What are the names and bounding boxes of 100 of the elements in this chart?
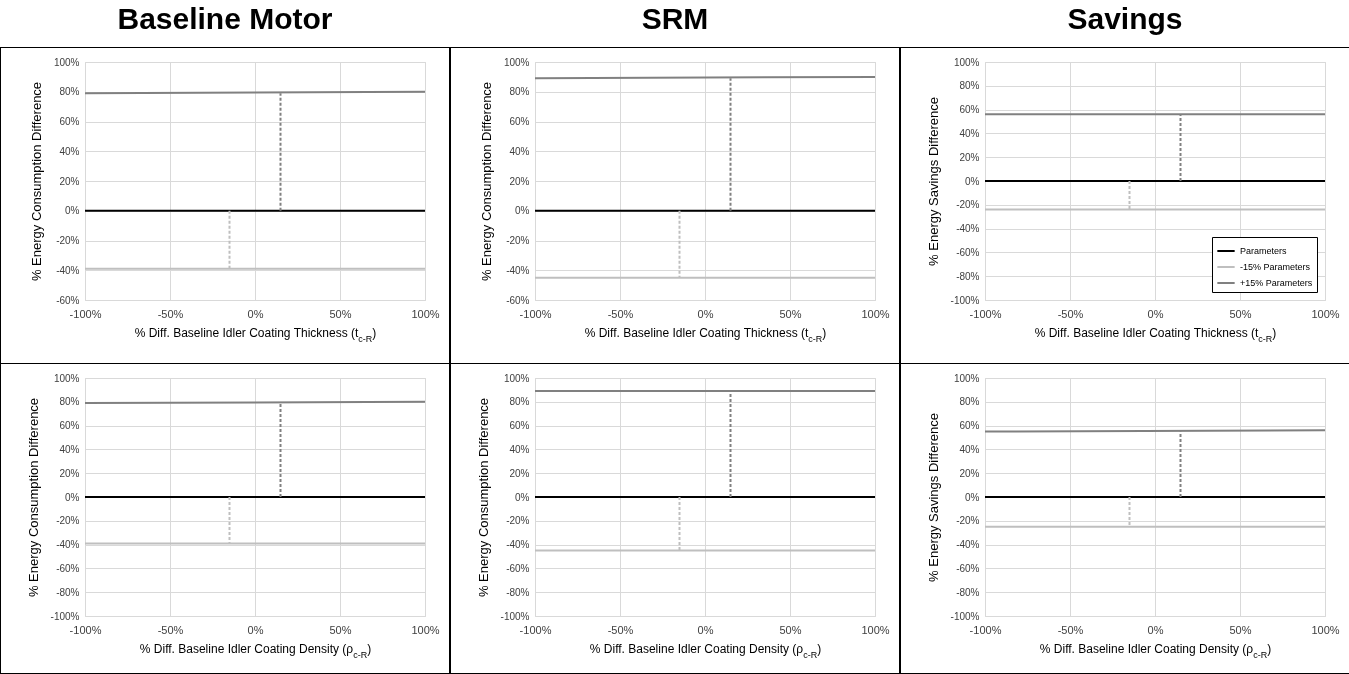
y-tick-label: -20% xyxy=(956,515,980,527)
y-axis-title: % Energy Savings Difference xyxy=(925,97,941,266)
x-tick-label: 100% xyxy=(861,307,890,320)
y-tick-label: 80% xyxy=(59,396,80,408)
y-tick-label: 80% xyxy=(509,86,530,98)
y-tick-label: -40% xyxy=(56,539,80,551)
y-tick-label: -60% xyxy=(956,562,980,574)
y-tick-label: -80% xyxy=(56,586,80,598)
x-tick-label: 100% xyxy=(1311,307,1340,320)
x-tick-label: -50% xyxy=(607,623,634,636)
x-tick-label: 50% xyxy=(1229,623,1252,636)
x-tick-label: 0% xyxy=(1147,623,1164,636)
y-tick-label: -100% xyxy=(950,294,980,306)
y-tick-label: 0% xyxy=(65,491,80,503)
y-tick-label: 100% xyxy=(503,56,530,68)
y-tick-label: -40% xyxy=(56,264,80,276)
x-tick-label: 50% xyxy=(779,307,802,320)
x-tick-label: 100% xyxy=(1311,623,1340,636)
y-tick-label: 100% xyxy=(53,56,80,68)
chart-title: SRM xyxy=(640,2,710,36)
x-axis-title: % Diff. Baseline Idler Coating Thickness (t$_{c-R}$) xyxy=(584,325,827,344)
y-axis-title: % Energy Savings Difference xyxy=(925,413,941,582)
y-tick-label: -60% xyxy=(56,294,80,306)
y-tick-label: 20% xyxy=(959,151,980,163)
y-tick-label: -40% xyxy=(506,539,530,551)
x-tick-label: 100% xyxy=(411,623,440,636)
y-axis-title: % Energy Consumption Difference xyxy=(475,397,491,598)
x-tick-label: 50% xyxy=(329,307,352,320)
y-tick-label: 20% xyxy=(959,467,980,479)
y-tick-label: 80% xyxy=(509,396,530,408)
y-tick-label: 100% xyxy=(53,372,80,384)
y-tick-label: -60% xyxy=(506,294,530,306)
y-tick-label: 60% xyxy=(59,116,80,127)
y-tick-label: -80% xyxy=(506,586,530,598)
y-tick-label: 20% xyxy=(509,467,530,479)
y-tick-label: -20% xyxy=(506,235,530,246)
y-tick-label: -20% xyxy=(56,235,80,246)
y-tick-label: -60% xyxy=(956,246,980,258)
y-axis-title: % Energy Consumption Difference xyxy=(478,81,494,282)
y-tick-label: 100% xyxy=(503,372,530,384)
y-tick-label: 0% xyxy=(65,205,80,217)
x-tick-label: -50% xyxy=(1057,623,1084,636)
legend-label: -15% Parameters xyxy=(1240,262,1311,272)
y-tick-label: -20% xyxy=(956,199,980,211)
y-tick-label: -100% xyxy=(950,610,980,622)
y-tick-label: -20% xyxy=(56,515,80,527)
x-tick-label: 0% xyxy=(1147,307,1164,320)
x-tick-label: -50% xyxy=(607,307,634,320)
y-tick-label: 60% xyxy=(509,420,530,432)
y-tick-label: -100% xyxy=(50,610,80,622)
y-tick-label: 80% xyxy=(959,80,980,92)
y-tick-label: -100% xyxy=(500,610,530,622)
legend-label: Parameters xyxy=(1240,246,1288,256)
y-tick-label: 60% xyxy=(959,420,980,432)
y-tick-label: 80% xyxy=(59,86,80,98)
y-tick-label: -80% xyxy=(956,270,980,282)
y-axis-title: % Energy Consumption Difference xyxy=(25,397,41,598)
y-tick-label: -60% xyxy=(56,562,80,574)
x-axis-title: % Diff. Baseline Idler Coating Density (ρ$_{c-R}$) xyxy=(1039,641,1272,660)
y-tick-label: 40% xyxy=(959,127,980,139)
x-tick-label: 0% xyxy=(697,623,714,636)
y-tick-label: 100% xyxy=(953,56,980,68)
x-axis-title: % Diff. Baseline Idler Coating Density (ρ$_{c-R}$) xyxy=(589,641,822,660)
y-tick-label: 40% xyxy=(59,443,80,455)
y-tick-label: -20% xyxy=(506,515,530,527)
y-tick-label: 0% xyxy=(965,491,980,503)
x-tick-label: -50% xyxy=(157,307,184,320)
x-tick-label: 0% xyxy=(697,307,714,320)
y-tick-label: 40% xyxy=(509,443,530,455)
y-axis-title: % Energy Consumption Difference xyxy=(28,81,44,282)
x-tick-label: -50% xyxy=(1057,307,1084,320)
y-tick-label: 40% xyxy=(59,145,80,157)
x-tick-label: -50% xyxy=(157,623,184,636)
y-tick-label: -40% xyxy=(956,539,980,551)
chart-title: Baseline Motor xyxy=(116,2,334,36)
y-tick-label: -80% xyxy=(956,586,980,598)
y-tick-label: -60% xyxy=(506,562,530,574)
y-tick-label: 0% xyxy=(965,175,980,187)
y-tick-label: 80% xyxy=(959,396,980,408)
y-tick-label: 40% xyxy=(959,443,980,455)
x-tick-label: 50% xyxy=(779,623,802,636)
y-tick-label: 40% xyxy=(509,145,530,157)
y-tick-label: -40% xyxy=(506,264,530,276)
chart-title: Savings xyxy=(1066,2,1184,36)
x-tick-label: 100% xyxy=(411,307,440,320)
y-tick-label: 0% xyxy=(515,491,530,503)
y-tick-label: 100% xyxy=(953,372,980,384)
y-tick-label: 20% xyxy=(59,467,80,479)
x-tick-label: 0% xyxy=(247,307,264,320)
y-tick-label: 60% xyxy=(959,104,980,116)
x-tick-label: 100% xyxy=(861,623,890,636)
y-tick-label: 60% xyxy=(509,116,530,127)
y-tick-label: 60% xyxy=(59,420,80,432)
x-axis-title: % Diff. Baseline Idler Coating Thickness (t$_{c-R}$) xyxy=(1034,325,1277,344)
y-tick-label: -40% xyxy=(956,223,980,235)
x-axis-title: % Diff. Baseline Idler Coating Thickness (t$_{c-R}$) xyxy=(134,325,377,344)
y-tick-label: 20% xyxy=(509,175,530,187)
y-tick-label: 0% xyxy=(515,205,530,217)
x-tick-label: 50% xyxy=(329,623,352,636)
x-axis-title: % Diff. Baseline Idler Coating Density (ρ$_{c-R}$) xyxy=(139,641,372,660)
